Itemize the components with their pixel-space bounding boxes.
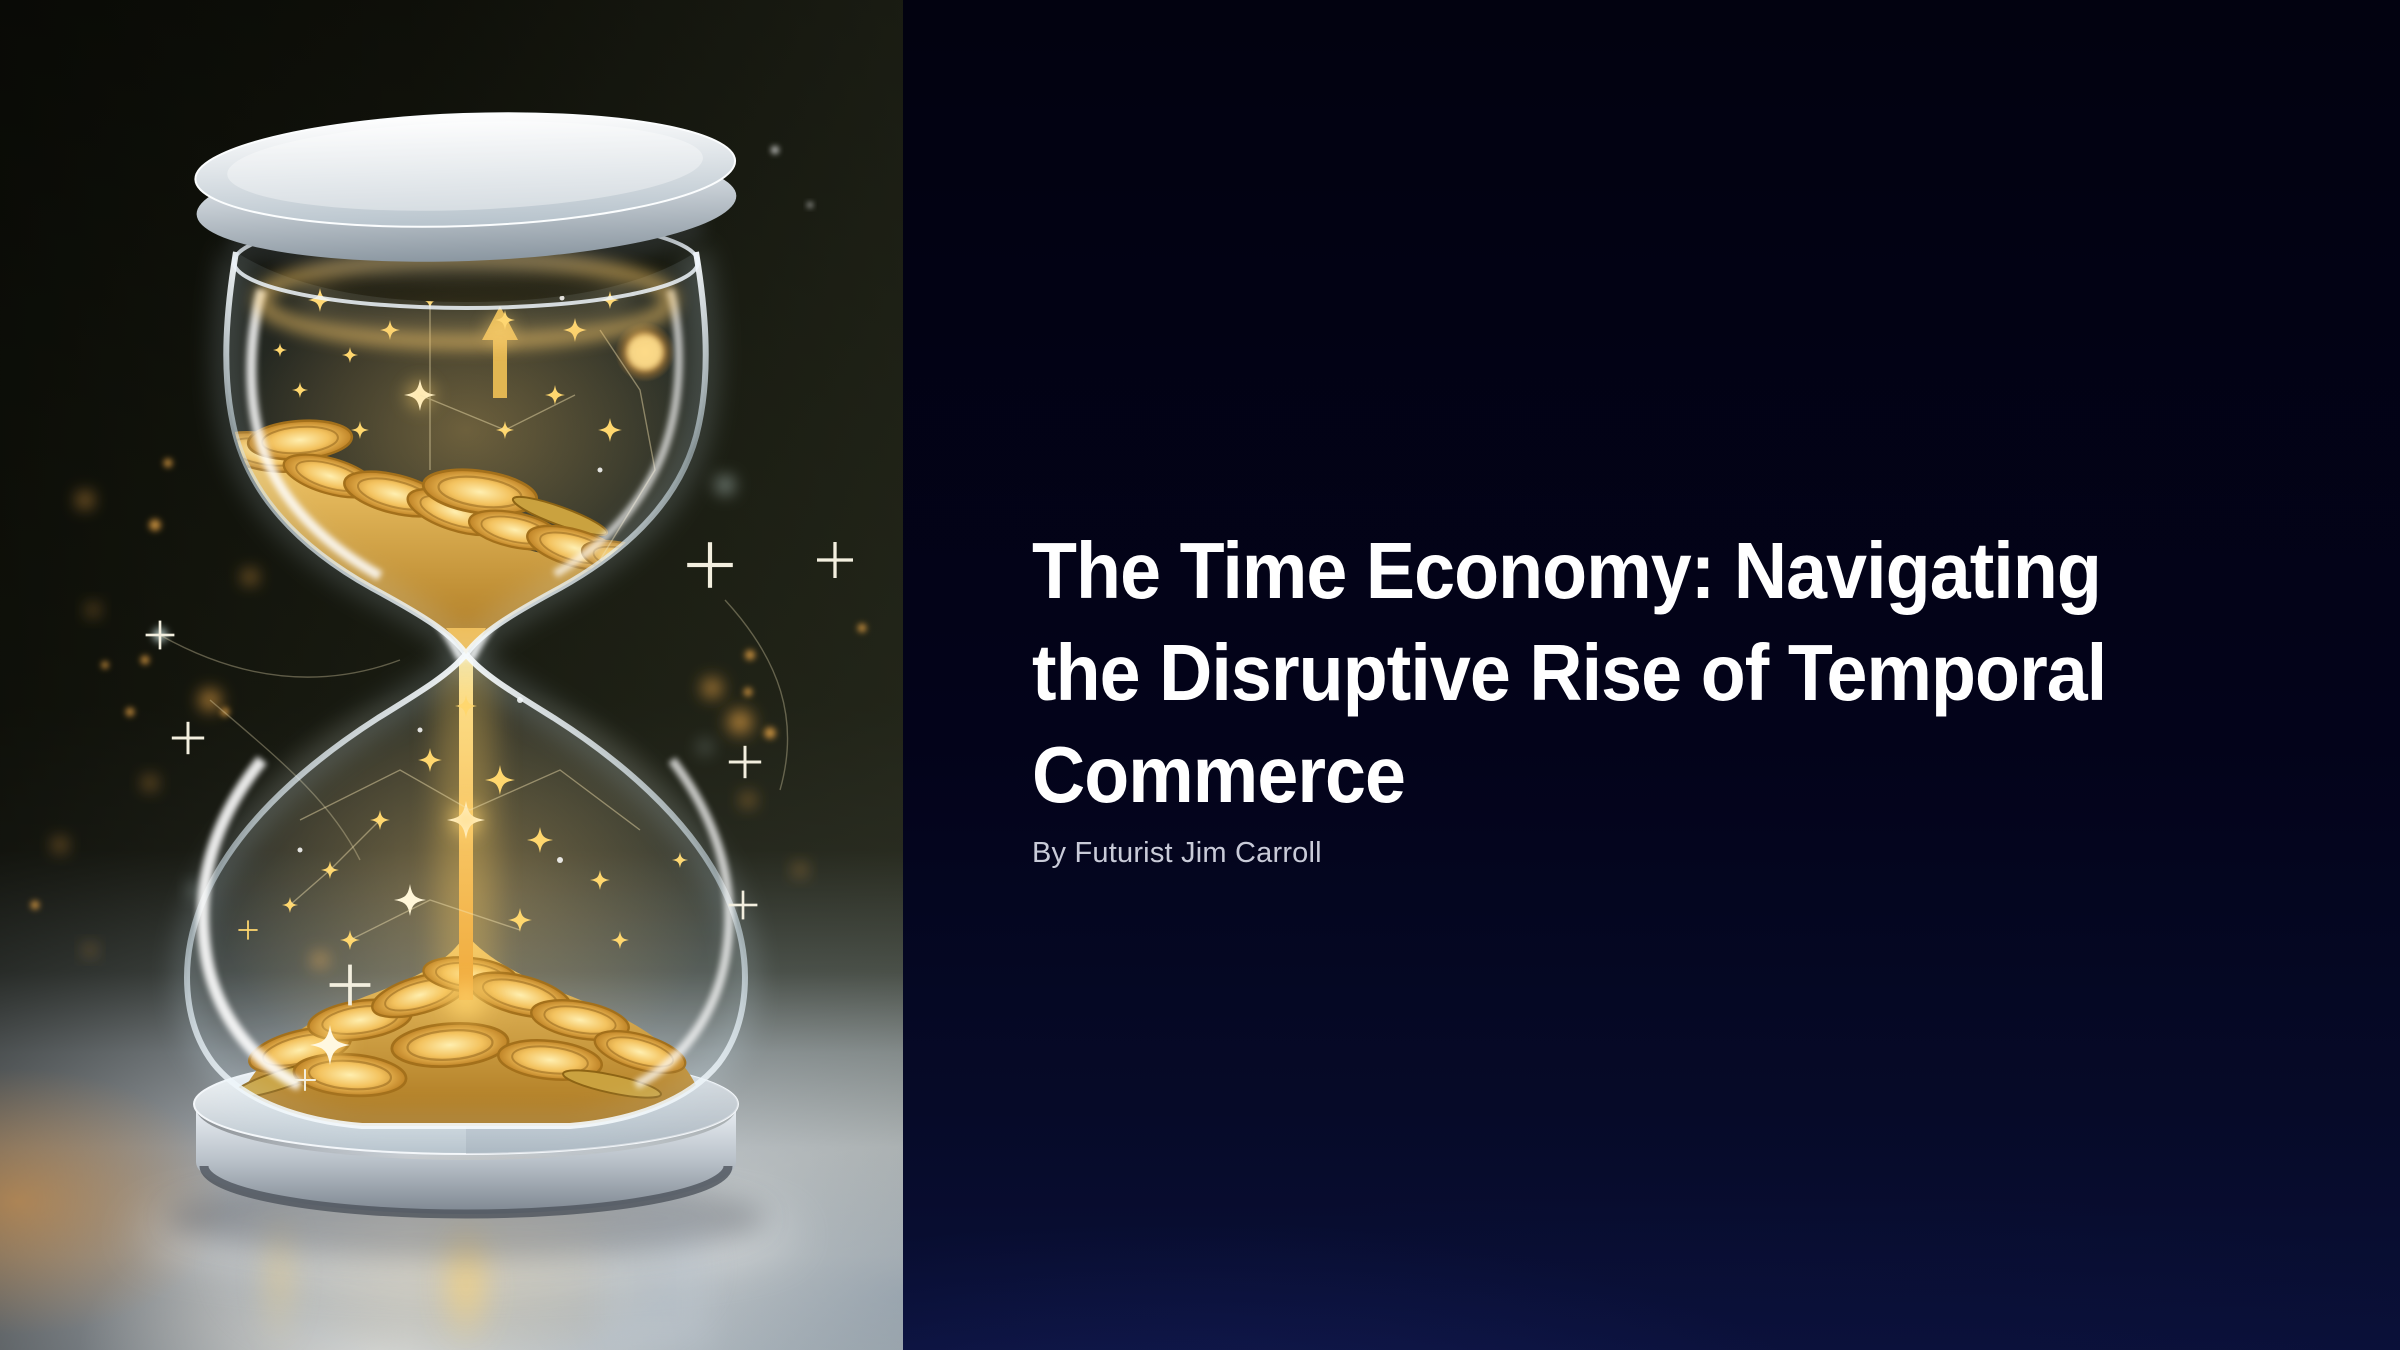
hourglass-illustration xyxy=(29,112,868,1350)
slide-byline: By Futurist Jim Carroll xyxy=(1032,837,1322,869)
hourglass-cap xyxy=(194,112,737,348)
slide-title-line: The Time Economy: Navigating xyxy=(1032,525,2102,615)
slide-title-line: Commerce xyxy=(1032,729,1406,819)
slide-title-line: the Disruptive Rise of Temporal xyxy=(1032,627,2107,717)
hero-image-hourglass xyxy=(0,0,903,1350)
hourglass-top-bulb xyxy=(218,250,714,668)
hourglass-bottom-bulb xyxy=(179,557,753,1134)
text-panel: The Time Economy: Navigating the Disrupt… xyxy=(903,0,2400,1350)
slide-title: The Time Economy: Navigating the Disrupt… xyxy=(1032,520,2265,826)
